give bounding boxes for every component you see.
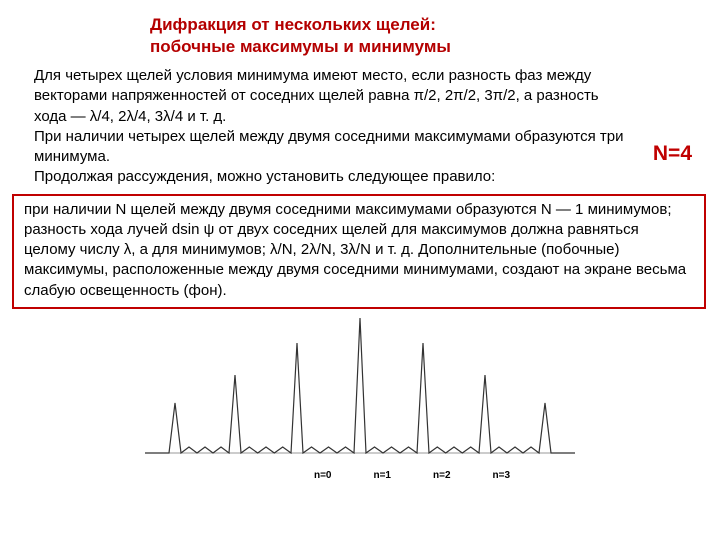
rule-box-text: при наличии N щелей между двумя соседним… — [24, 201, 686, 299]
tick-label: n=1 — [373, 470, 391, 481]
slide-title: Дифракция от нескольких щелей: побочные … — [0, 0, 720, 58]
paragraph-1: Для четырех щелей условия минимума имеют… — [0, 58, 720, 188]
title-line-2: побочные максимумы и минимумы — [150, 36, 720, 58]
title-line-1: Дифракция от нескольких щелей: — [150, 14, 720, 36]
tick-label: n=0 — [314, 470, 332, 481]
tick-label: n=3 — [493, 470, 511, 481]
chart-container — [0, 309, 720, 473]
diffraction-pattern-chart — [145, 313, 575, 473]
tick-label: n=2 — [433, 470, 451, 481]
rule-box: при наличии N щелей между двумя соседним… — [12, 194, 706, 309]
n-equals-4-label: N=4 — [653, 142, 692, 166]
